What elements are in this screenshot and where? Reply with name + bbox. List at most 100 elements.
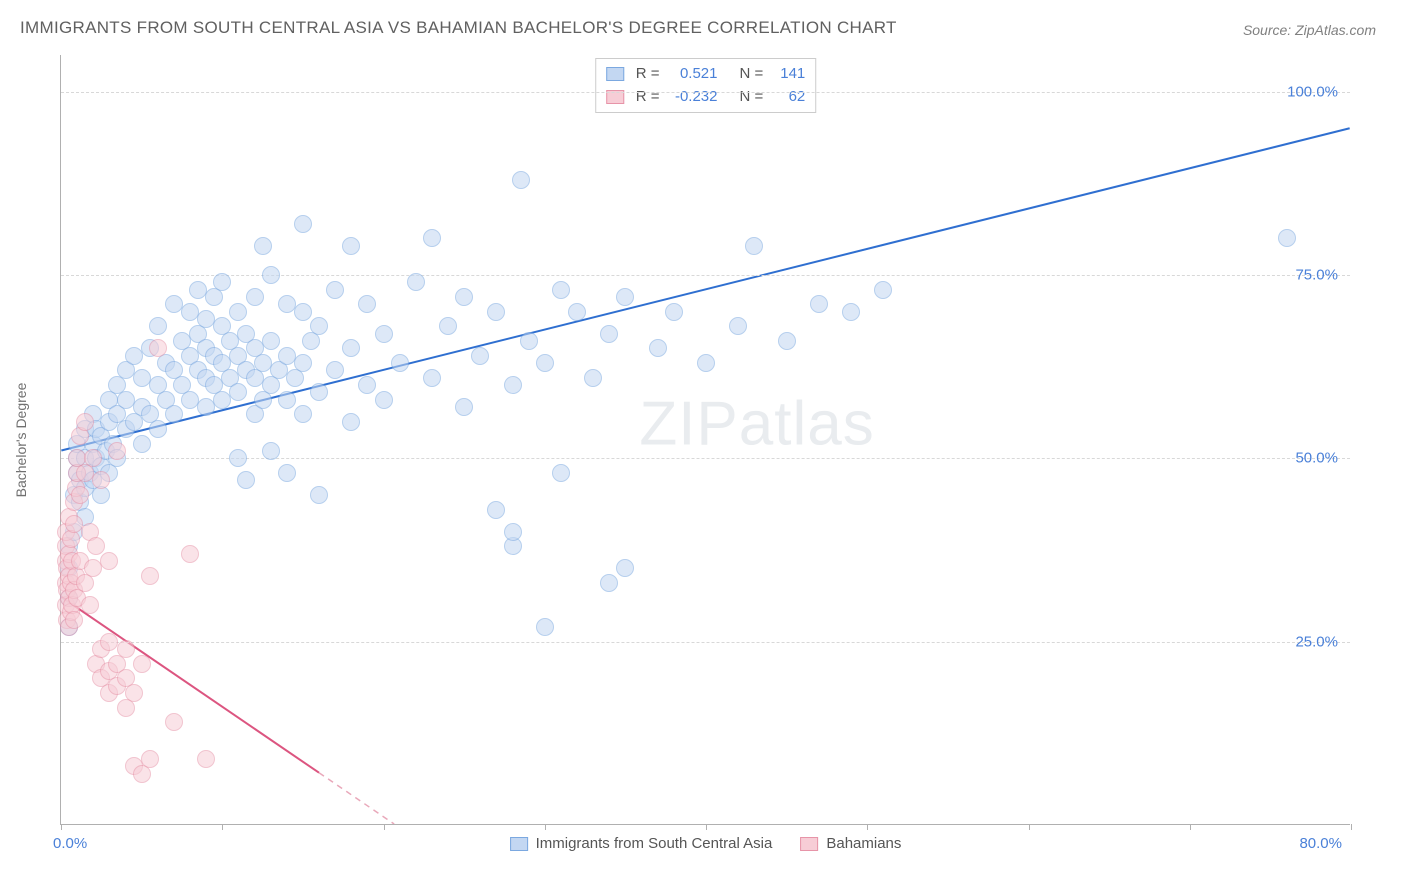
scatter-point <box>504 523 522 541</box>
scatter-point <box>254 237 272 255</box>
legend-stats: R = 0.521 N = 141 R = -0.232 N = 62 <box>595 58 817 113</box>
scatter-point <box>87 537 105 555</box>
scatter-point <box>141 567 159 585</box>
scatter-point <box>455 288 473 306</box>
chart-container: IMMIGRANTS FROM SOUTH CENTRAL ASIA VS BA… <box>0 0 1406 892</box>
legend-item-1: Immigrants from South Central Asia <box>510 835 773 852</box>
scatter-point <box>471 347 489 365</box>
scatter-point <box>65 611 83 629</box>
scatter-point <box>92 471 110 489</box>
legend-series: Immigrants from South Central Asia Baham… <box>510 835 902 852</box>
r-label: R = <box>636 63 660 86</box>
scatter-point <box>81 596 99 614</box>
legend-swatch-series-1 <box>606 67 624 81</box>
scatter-point <box>278 464 296 482</box>
scatter-point <box>536 618 554 636</box>
scatter-point <box>213 273 231 291</box>
scatter-point <box>310 317 328 335</box>
scatter-point <box>71 486 89 504</box>
watermark: ZIPatlas <box>639 389 874 460</box>
y-tick-label: 75.0% <box>1295 267 1338 284</box>
scatter-point <box>149 317 167 335</box>
scatter-point <box>326 361 344 379</box>
scatter-point <box>262 266 280 284</box>
x-tick <box>384 824 385 830</box>
scatter-point <box>310 486 328 504</box>
scatter-point <box>237 471 255 489</box>
scatter-point <box>342 339 360 357</box>
scatter-point <box>487 501 505 519</box>
x-tick <box>867 824 868 830</box>
x-tick <box>706 824 707 830</box>
scatter-point <box>616 288 634 306</box>
scatter-point <box>358 376 376 394</box>
scatter-point <box>141 750 159 768</box>
scatter-point <box>149 420 167 438</box>
x-tick <box>545 824 546 830</box>
scatter-point <box>181 545 199 563</box>
scatter-point <box>125 684 143 702</box>
scatter-point <box>1278 229 1296 247</box>
n-label-2: N = <box>740 86 764 109</box>
scatter-point <box>229 383 247 401</box>
scatter-point <box>229 303 247 321</box>
scatter-point <box>874 281 892 299</box>
y-tick-label: 25.0% <box>1295 633 1338 650</box>
scatter-point <box>439 317 457 335</box>
scatter-point <box>391 354 409 372</box>
legend-label-2: Bahamians <box>826 835 901 852</box>
scatter-point <box>729 317 747 335</box>
scatter-point <box>326 281 344 299</box>
scatter-point <box>84 449 102 467</box>
scatter-point <box>649 339 667 357</box>
r-value-1: 0.521 <box>668 63 718 86</box>
scatter-point <box>76 413 94 431</box>
scatter-point <box>197 750 215 768</box>
scatter-point <box>108 442 126 460</box>
x-tick <box>1190 824 1191 830</box>
scatter-point <box>512 171 530 189</box>
scatter-point <box>342 413 360 431</box>
r-label-2: R = <box>636 86 660 109</box>
scatter-point <box>616 559 634 577</box>
scatter-point <box>842 303 860 321</box>
scatter-point <box>294 354 312 372</box>
scatter-point <box>423 369 441 387</box>
scatter-point <box>455 398 473 416</box>
scatter-point <box>294 405 312 423</box>
scatter-point <box>536 354 554 372</box>
scatter-point <box>229 449 247 467</box>
gridline-h <box>61 458 1350 459</box>
source-attribution: Source: ZipAtlas.com <box>1243 22 1376 38</box>
scatter-point <box>568 303 586 321</box>
x-tick <box>1351 824 1352 830</box>
n-label: N = <box>740 63 764 86</box>
scatter-point <box>294 215 312 233</box>
scatter-point <box>294 303 312 321</box>
scatter-point <box>149 339 167 357</box>
scatter-point <box>584 369 602 387</box>
scatter-point <box>278 391 296 409</box>
y-tick-label: 100.0% <box>1287 83 1338 100</box>
x-tick <box>1029 824 1030 830</box>
scatter-point <box>487 303 505 321</box>
x-axis-min-label: 0.0% <box>53 835 87 852</box>
scatter-point <box>600 325 618 343</box>
scatter-point <box>504 376 522 394</box>
watermark-bold: ZIP <box>639 390 738 459</box>
scatter-point <box>165 405 183 423</box>
scatter-point <box>117 640 135 658</box>
scatter-point <box>423 229 441 247</box>
scatter-point <box>665 303 683 321</box>
legend-label-1: Immigrants from South Central Asia <box>536 835 773 852</box>
watermark-thin: atlas <box>739 390 875 459</box>
legend-swatch-bottom-2 <box>800 837 818 851</box>
legend-item-2: Bahamians <box>800 835 901 852</box>
scatter-point <box>342 237 360 255</box>
y-axis-title: Bachelor's Degree <box>13 382 29 497</box>
chart-title: IMMIGRANTS FROM SOUTH CENTRAL ASIA VS BA… <box>20 18 897 38</box>
r-value-2: -0.232 <box>668 86 718 109</box>
plot-area: ZIPatlas Bachelor's Degree R = 0.521 N =… <box>60 55 1350 825</box>
scatter-point <box>262 442 280 460</box>
x-tick <box>222 824 223 830</box>
